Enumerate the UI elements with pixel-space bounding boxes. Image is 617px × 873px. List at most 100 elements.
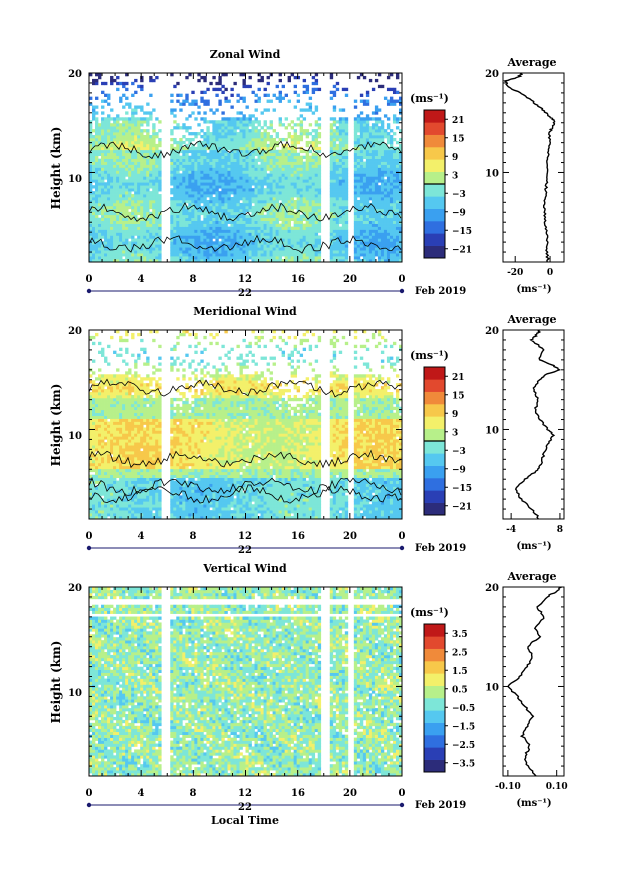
- zonal-cell: [152, 164, 156, 168]
- zonal-cell: [329, 161, 334, 165]
- zonal-cell: [284, 205, 288, 210]
- zonal-cell: [128, 105, 132, 109]
- zonal-cell: [344, 137, 349, 142]
- zonal-cell: [143, 223, 147, 227]
- zonal-cell: [125, 111, 129, 115]
- zonal-cell: [218, 99, 222, 103]
- zonal-cell: [107, 238, 111, 242]
- zonal-cell: [383, 247, 388, 251]
- zonal-cell: [263, 120, 267, 124]
- zonal-cell: [110, 226, 114, 230]
- zonal-cell: [218, 170, 222, 174]
- zonal-cell: [314, 129, 319, 133]
- zonal-cell: [104, 235, 108, 239]
- zonal-cell: [113, 167, 117, 171]
- zonal-cell: [377, 214, 382, 219]
- zonal-cell: [371, 199, 376, 204]
- zonal-cell: [107, 152, 111, 157]
- zonal-cell: [284, 149, 288, 154]
- zonal-cell: [395, 197, 400, 201]
- zonal-cell: [140, 232, 144, 236]
- zonal-cell: [197, 232, 201, 236]
- zonal-cell: [284, 199, 288, 204]
- zonal-cell: [266, 161, 270, 165]
- zonal-cell: [287, 149, 291, 154]
- zonal-cell: [272, 194, 276, 198]
- zonal-cell: [146, 199, 150, 204]
- zonal-cell: [248, 238, 252, 242]
- zonal-cell: [98, 223, 102, 227]
- zonal-cell: [287, 194, 291, 198]
- zonal-cell: [119, 208, 123, 213]
- zonal-cell: [356, 146, 361, 151]
- zonal-cell: [104, 135, 108, 139]
- zonal-cell: [302, 185, 307, 189]
- zonal-cell: [155, 259, 159, 262]
- zonal-cell: [278, 197, 282, 201]
- zonal-cell: [335, 191, 340, 195]
- zonal-cell: [362, 208, 367, 213]
- zonal-cell: [98, 211, 102, 216]
- zonal-cell: [200, 247, 204, 251]
- zonal-cell: [299, 232, 304, 236]
- zonal-cell: [107, 214, 111, 219]
- zonal-cell: [137, 194, 141, 198]
- zonal-cell: [359, 253, 364, 257]
- zonal-cell: [197, 214, 201, 219]
- zonal-cell: [185, 208, 189, 213]
- zonal-cell: [212, 256, 216, 260]
- zonal-cell: [254, 146, 258, 151]
- zonal-cell: [125, 199, 129, 204]
- zonal-cell: [329, 214, 334, 219]
- zonal-cell: [140, 152, 144, 157]
- zonal-cell: [137, 105, 141, 109]
- zonal-cell: [245, 217, 249, 221]
- zonal-cell: [200, 140, 204, 145]
- zonal-cell: [122, 149, 126, 154]
- zonal-cell: [209, 155, 213, 159]
- zonal-cell: [335, 211, 340, 216]
- zonal-cell: [206, 137, 210, 142]
- zonal-cell: [290, 179, 294, 183]
- zonal-cell: [305, 205, 310, 210]
- zonal-cell: [104, 123, 108, 127]
- zonal-cell: [377, 223, 382, 227]
- zonal-cell: [389, 167, 394, 171]
- zonal-cell: [170, 99, 174, 103]
- zonal-cell: [272, 185, 276, 189]
- zonal-cell: [263, 226, 267, 230]
- zonal-cell: [365, 132, 370, 136]
- zonal-cell: [134, 194, 138, 198]
- zonal-cell: [362, 214, 367, 219]
- zonal-cell: [290, 241, 294, 245]
- zonal-cell: [353, 152, 358, 157]
- zonal-cell: [95, 123, 99, 127]
- zonal-cell: [92, 146, 96, 151]
- zonal-cell: [125, 73, 129, 77]
- zonal-cell: [218, 199, 222, 204]
- zonal-cell: [170, 250, 174, 254]
- zonal-cell: [113, 197, 117, 201]
- zonal-cell: [98, 197, 102, 201]
- zonal-cell: [95, 217, 99, 221]
- zonal-cell: [278, 235, 282, 239]
- zonal-cell: [203, 143, 207, 148]
- zonal-cell: [257, 120, 261, 124]
- zonal-cell: [257, 96, 261, 100]
- zonal-cell: [260, 188, 264, 192]
- zonal-cell: [149, 194, 153, 198]
- zonal-cell: [302, 217, 307, 221]
- zonal-cell: [335, 132, 340, 136]
- zonal-cell: [107, 188, 111, 192]
- zonal-cell: [371, 223, 376, 227]
- zonal-cell: [221, 170, 225, 174]
- zonal-cell: [269, 161, 273, 165]
- zonal-cell: [224, 143, 228, 148]
- zonal-cell: [287, 75, 291, 80]
- zonal-cell: [395, 256, 400, 260]
- zonal-cell: [140, 105, 144, 109]
- zonal-cell: [137, 202, 141, 207]
- zonal-cell: [104, 214, 108, 219]
- zonal-cell: [179, 179, 183, 183]
